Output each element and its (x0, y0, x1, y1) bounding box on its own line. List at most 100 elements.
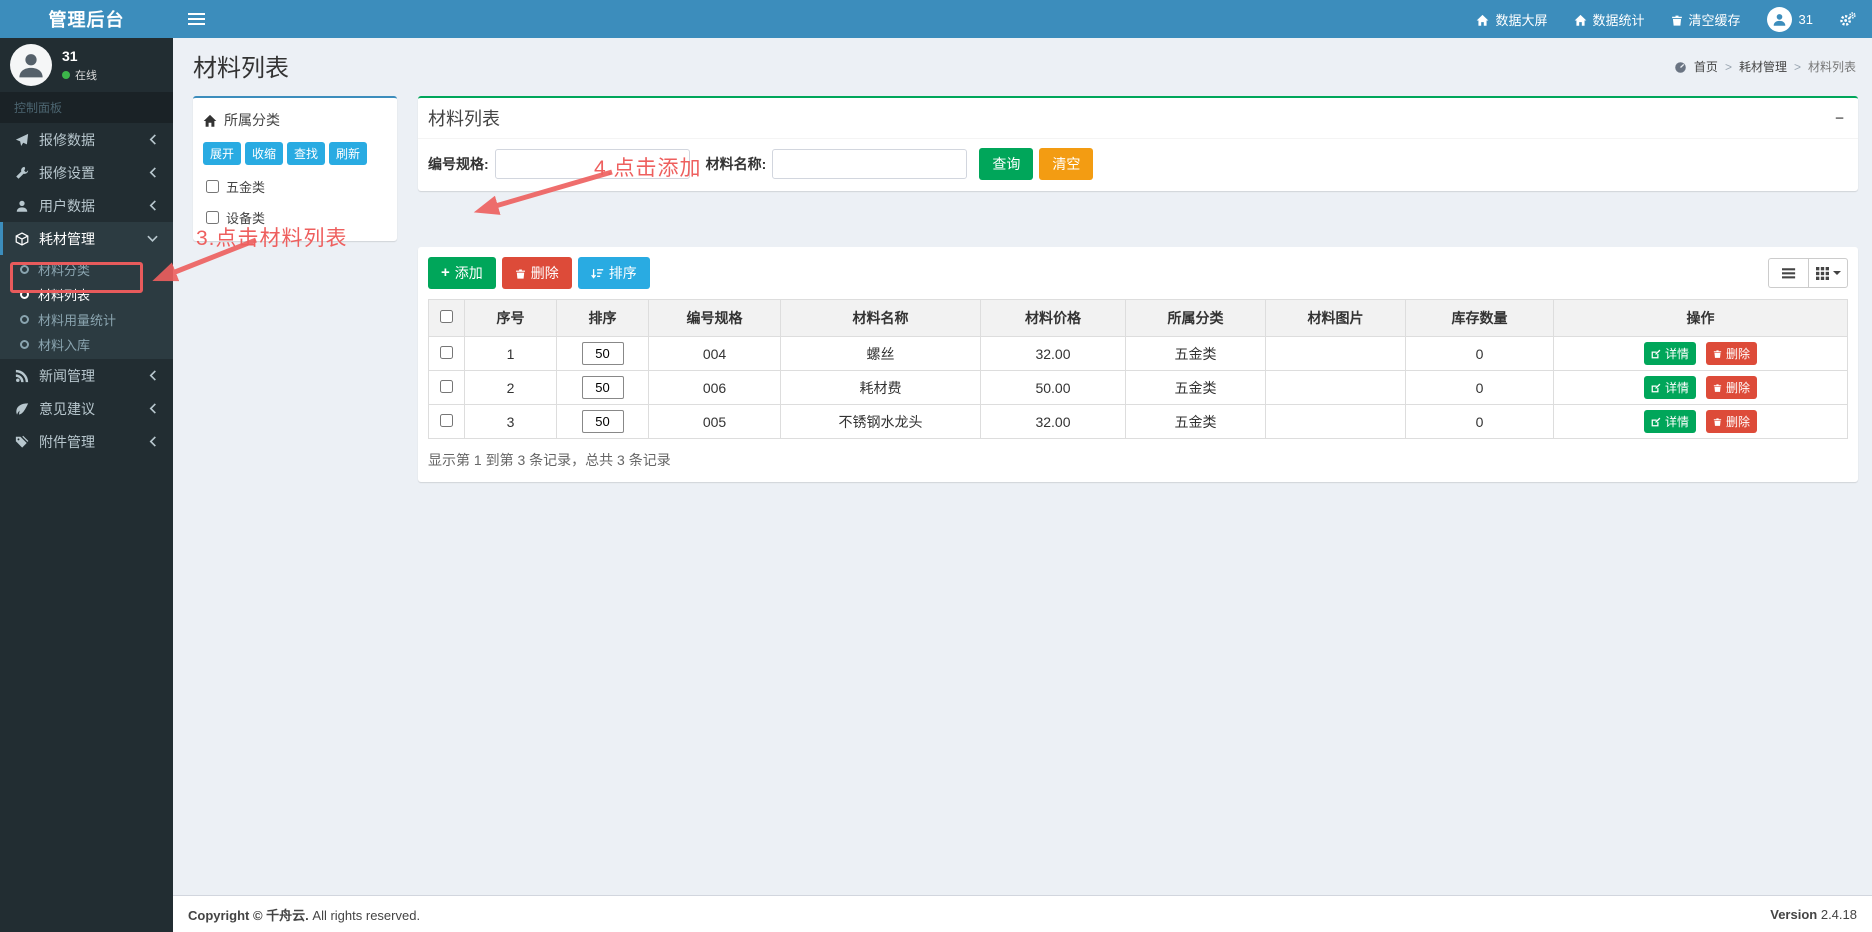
home-icon (1574, 11, 1587, 26)
sidebar: 管理后台 31 在线 控制面板 报修数据 报修设置 用户数据 耗材管理 材料分类 (0, 0, 173, 932)
edit-icon (1651, 347, 1661, 361)
sidebar-subitem-material-usage[interactable]: 材料用量统计 (0, 307, 173, 332)
row-checkbox[interactable] (440, 413, 453, 427)
table-row: 1 004 螺丝 32.00 五金类 0 详情 删除 (428, 336, 1848, 371)
navbar-item-clear-cache[interactable]: 清空缓存 (1671, 10, 1741, 29)
sidebar-subitem-material-inbound[interactable]: 材料入库 (0, 332, 173, 357)
hamburger-icon[interactable] (173, 0, 220, 38)
chevron-left-icon (148, 369, 159, 382)
find-button[interactable]: 查找 (287, 142, 326, 165)
home-icon (1476, 11, 1489, 26)
circle-icon (20, 340, 29, 349)
name-label: 材料名称: (705, 156, 767, 172)
delete-button[interactable]: 删除 (501, 257, 572, 289)
home-icon (203, 112, 217, 128)
paper-plane-icon (14, 133, 30, 147)
detail-button[interactable]: 详情 (1644, 410, 1697, 433)
select-all-checkbox[interactable] (440, 310, 453, 323)
detail-button[interactable]: 详情 (1644, 376, 1697, 399)
list-view-icon[interactable] (1768, 258, 1808, 288)
table-header-row: 序号 排序 编号规格 材料名称 材料价格 所属分类 材料图片 库存数量 操作 (428, 299, 1848, 337)
sidebar-subitem-material-list[interactable]: 材料列表 (0, 282, 173, 307)
table-card: + 添加 删除 排序 (418, 247, 1858, 482)
navbar-user-menu[interactable]: 31 (1766, 6, 1813, 32)
name-input[interactable] (772, 149, 968, 179)
category-option-hardware: 五金类 (203, 177, 387, 196)
collapse-button[interactable]: 收缩 (245, 142, 284, 165)
pagination-summary: 显示第 1 到第 3 条记录，总共 3 条记录 (428, 452, 671, 468)
refresh-button[interactable]: 刷新 (329, 142, 368, 165)
sidebar-item-attachments[interactable]: 附件管理 (0, 425, 173, 458)
sidebar-item-repair-data[interactable]: 报修数据 (0, 123, 173, 156)
breadcrumb-consumables[interactable]: 耗材管理 (1738, 60, 1787, 74)
navbar-item-data-stats[interactable]: 数据统计 (1574, 10, 1645, 29)
sidebar-user-status: 在线 (75, 69, 97, 82)
circle-icon (20, 315, 29, 324)
version-text: Version 2.4.18 (1770, 906, 1857, 922)
page-title: 材料列表 (193, 55, 289, 82)
tags-icon (14, 435, 30, 449)
sort-button[interactable]: 排序 (577, 257, 650, 289)
trash-icon (515, 265, 526, 281)
online-status-dot (62, 70, 70, 79)
user-icon (14, 199, 30, 213)
chevron-down-icon (146, 233, 159, 244)
copyright-text: Copyright © 千舟云. All rights reserved. (188, 907, 421, 923)
trash-icon (1713, 347, 1722, 361)
sort-icon (590, 265, 604, 281)
row-checkbox[interactable] (440, 345, 453, 359)
chevron-left-icon (148, 166, 159, 179)
breadcrumb-current: 材料列表 (1807, 60, 1856, 74)
panel-title: 材料列表 (428, 109, 500, 129)
materials-table: 序号 排序 编号规格 材料名称 材料价格 所属分类 材料图片 库存数量 操作 (428, 299, 1848, 439)
sidebar-item-repair-settings[interactable]: 报修设置 (0, 156, 173, 189)
row-delete-button[interactable]: 删除 (1705, 410, 1757, 433)
row-delete-button[interactable]: 删除 (1705, 376, 1757, 399)
leaf-icon (14, 402, 30, 416)
sidebar-subitem-material-category[interactable]: 材料分类 (0, 257, 173, 282)
equipment-checkbox[interactable] (206, 211, 219, 224)
grid-view-icon[interactable] (1808, 258, 1848, 288)
search-form: 编号规格: 材料名称: 查询 清空 (418, 139, 1858, 191)
footer: Copyright © 千舟云. All rights reserved. Ve… (173, 895, 1872, 932)
cogs-icon[interactable] (1839, 11, 1856, 27)
chevron-left-icon (148, 199, 159, 212)
expand-button[interactable]: 展开 (203, 142, 242, 165)
row-sort-input[interactable] (581, 376, 624, 399)
sidebar-item-news[interactable]: 新闻管理 (0, 359, 173, 392)
wrench-icon (14, 166, 30, 180)
navbar-item-data-screen[interactable]: 数据大屏 (1476, 10, 1548, 29)
breadcrumb-home[interactable]: 首页 (1693, 60, 1718, 74)
row-delete-button[interactable]: 删除 (1705, 342, 1757, 365)
query-button[interactable]: 查询 (979, 148, 1034, 180)
sidebar-section-header: 控制面板 (0, 92, 173, 123)
plus-icon: + (441, 264, 450, 281)
hardware-checkbox[interactable] (206, 180, 219, 193)
sidebar-item-feedback[interactable]: 意见建议 (0, 392, 173, 425)
row-sort-input[interactable] (581, 410, 624, 433)
top-navbar: 数据大屏 数据统计 清空缓存 31 (173, 0, 1872, 38)
clear-button[interactable]: 清空 (1039, 148, 1094, 180)
view-toggle-group (1768, 258, 1848, 288)
minus-icon[interactable]: − (1831, 110, 1848, 127)
material-list-panel: 材料列表 − 编号规格: 材料名称: 查询 清空 (418, 96, 1858, 191)
trash-icon (1713, 381, 1722, 395)
table-row: 3 005 不锈钢水龙头 32.00 五金类 0 详情 删除 (428, 404, 1848, 439)
edit-icon (1651, 415, 1661, 429)
sidebar-item-consumables[interactable]: 耗材管理 (0, 222, 173, 255)
sidebar-user-name: 31 (62, 47, 78, 64)
chevron-left-icon (148, 435, 159, 448)
sidebar-item-user-data[interactable]: 用户数据 (0, 189, 173, 222)
add-button[interactable]: + 添加 (428, 257, 496, 289)
chevron-left-icon (148, 402, 159, 415)
breadcrumb: 首页 > 耗材管理 > 材料列表 (1674, 58, 1856, 75)
brand-logo[interactable]: 管理后台 (0, 0, 173, 38)
rss-icon (14, 369, 30, 383)
row-sort-input[interactable] (581, 342, 624, 365)
circle-icon (20, 290, 29, 299)
chevron-left-icon (148, 133, 159, 146)
row-checkbox[interactable] (440, 379, 453, 393)
annotation-step4-text: 4.点击添加 (594, 157, 702, 180)
sidebar-user-panel: 31 在线 (0, 38, 173, 92)
detail-button[interactable]: 详情 (1644, 342, 1697, 365)
